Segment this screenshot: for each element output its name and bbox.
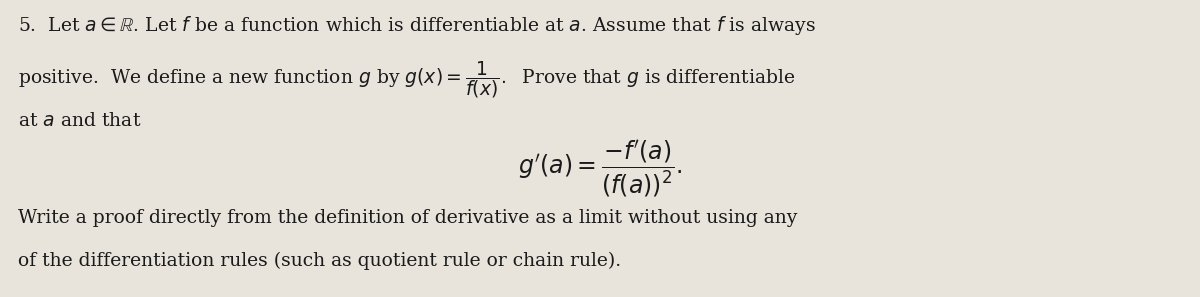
Text: positive.  We define a new function $g$ by $g(x) = \dfrac{1}{f(x)}.$  Prove that: positive. We define a new function $g$ b… [18, 59, 796, 100]
Text: $g'(a) = \dfrac{-f'(a)}{(f(a))^2}.$: $g'(a) = \dfrac{-f'(a)}{(f(a))^2}.$ [518, 139, 682, 199]
Text: 5.  Let $a \in \mathbb{R}$. Let $f$ be a function which is differentiable at $a$: 5. Let $a \in \mathbb{R}$. Let $f$ be a … [18, 14, 816, 37]
Text: of the differentiation rules (such as quotient rule or chain rule).: of the differentiation rules (such as qu… [18, 252, 622, 270]
Text: Write a proof directly from the definition of derivative as a limit without usin: Write a proof directly from the definiti… [18, 209, 797, 227]
Text: at $a$ and that: at $a$ and that [18, 112, 142, 130]
